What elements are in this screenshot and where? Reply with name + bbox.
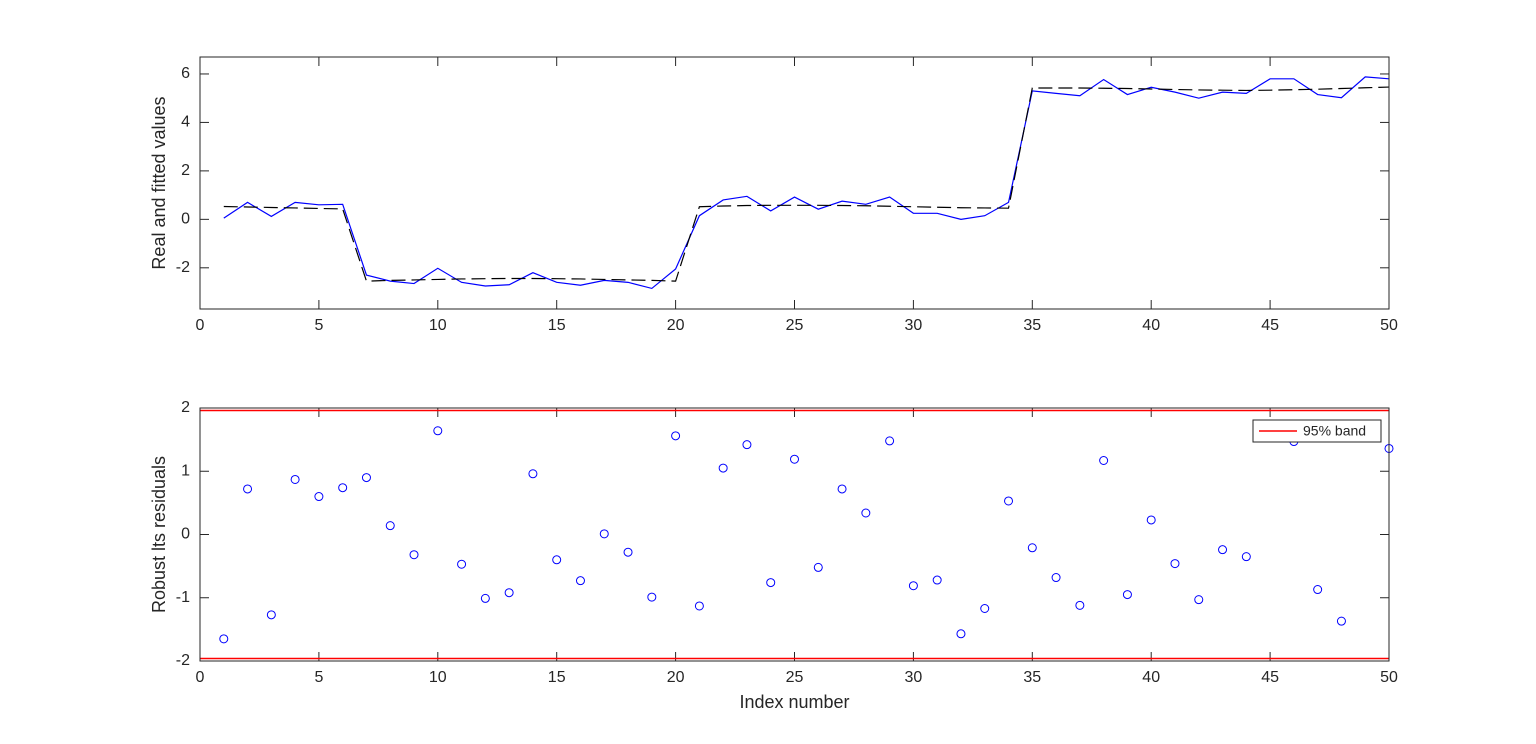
x-tick-label: 20 bbox=[667, 317, 685, 334]
point bbox=[338, 483, 348, 493]
point bbox=[504, 588, 514, 598]
x-tick-label: 30 bbox=[905, 669, 923, 686]
y-tick-label: 2 bbox=[181, 399, 190, 416]
point bbox=[599, 529, 609, 539]
point bbox=[861, 508, 871, 518]
point bbox=[266, 610, 276, 620]
x-tick-label: 10 bbox=[429, 317, 447, 334]
y-axis-label: Robust lts residuals bbox=[149, 456, 169, 613]
x-axis-label: Index number bbox=[739, 692, 849, 712]
x-tick-label: 0 bbox=[196, 669, 205, 686]
point bbox=[361, 473, 371, 483]
point bbox=[694, 601, 704, 611]
legend-label: 95% band bbox=[1303, 423, 1366, 439]
y-tick-label: -2 bbox=[176, 652, 190, 669]
axes-background bbox=[200, 57, 1389, 309]
point bbox=[742, 440, 752, 450]
x-tick-label: 50 bbox=[1380, 669, 1398, 686]
point bbox=[1313, 585, 1323, 595]
y-tick-label: 2 bbox=[181, 162, 190, 179]
point bbox=[837, 484, 847, 494]
point bbox=[433, 426, 443, 436]
x-tick-label: 40 bbox=[1142, 669, 1160, 686]
point bbox=[243, 484, 253, 494]
point bbox=[385, 521, 395, 531]
axes-background bbox=[200, 408, 1389, 661]
legend: 95% band bbox=[1252, 419, 1382, 443]
x-tick-label: 15 bbox=[548, 317, 566, 334]
point bbox=[575, 576, 585, 586]
y-tick-label: 4 bbox=[181, 114, 190, 131]
point bbox=[1099, 455, 1109, 465]
x-tick-label: 40 bbox=[1142, 317, 1160, 334]
x-tick-label: 25 bbox=[786, 669, 804, 686]
point bbox=[1146, 515, 1156, 525]
y-axis-label: Real and fitted values bbox=[149, 96, 169, 269]
y-tick-label: -2 bbox=[176, 259, 190, 276]
legend-box bbox=[1252, 419, 1382, 443]
point bbox=[1218, 545, 1228, 555]
y-tick-label: 0 bbox=[181, 211, 190, 228]
point bbox=[1075, 600, 1085, 610]
point bbox=[932, 575, 942, 585]
point bbox=[908, 581, 918, 591]
x-tick-label: 0 bbox=[196, 317, 205, 334]
point bbox=[1004, 496, 1014, 506]
series-line bbox=[223, 86, 1390, 282]
y-tick-label: 0 bbox=[181, 526, 190, 543]
x-tick-label: 30 bbox=[905, 317, 923, 334]
point bbox=[718, 463, 728, 473]
point bbox=[956, 629, 966, 639]
x-tick-label: 45 bbox=[1261, 669, 1279, 686]
x-tick-label: 10 bbox=[429, 669, 447, 686]
x-tick-label: 25 bbox=[786, 317, 804, 334]
point bbox=[409, 550, 419, 560]
y-tick-label: 1 bbox=[181, 462, 190, 479]
point bbox=[1336, 616, 1346, 626]
x-tick-label: 15 bbox=[548, 669, 566, 686]
point bbox=[552, 555, 562, 565]
x-tick-label: 50 bbox=[1380, 317, 1398, 334]
point bbox=[219, 634, 229, 644]
point bbox=[1051, 573, 1061, 583]
point bbox=[766, 578, 776, 588]
point bbox=[980, 604, 990, 614]
point bbox=[790, 454, 799, 464]
x-tick-label: 35 bbox=[1023, 669, 1041, 686]
series-line bbox=[223, 76, 1390, 290]
point bbox=[480, 593, 490, 603]
point bbox=[885, 436, 895, 446]
point bbox=[1170, 559, 1180, 569]
axes-box bbox=[199, 56, 1390, 310]
point bbox=[1241, 552, 1251, 562]
point bbox=[1194, 595, 1204, 605]
point bbox=[290, 474, 300, 484]
x-tick-label: 20 bbox=[667, 669, 685, 686]
point bbox=[457, 559, 467, 569]
point bbox=[623, 547, 633, 557]
x-tick-label: 5 bbox=[314, 317, 323, 334]
point bbox=[528, 469, 538, 479]
point bbox=[671, 431, 681, 441]
y-tick-label: 6 bbox=[181, 65, 190, 82]
y-tick-label: -1 bbox=[176, 589, 190, 606]
x-tick-label: 45 bbox=[1261, 317, 1279, 334]
x-tick-label: 35 bbox=[1023, 317, 1041, 334]
point bbox=[647, 592, 657, 602]
axes-box bbox=[199, 407, 1390, 662]
point bbox=[813, 562, 823, 572]
point bbox=[1122, 590, 1132, 600]
point bbox=[1027, 543, 1037, 553]
point bbox=[314, 492, 324, 502]
x-tick-label: 5 bbox=[314, 669, 323, 686]
